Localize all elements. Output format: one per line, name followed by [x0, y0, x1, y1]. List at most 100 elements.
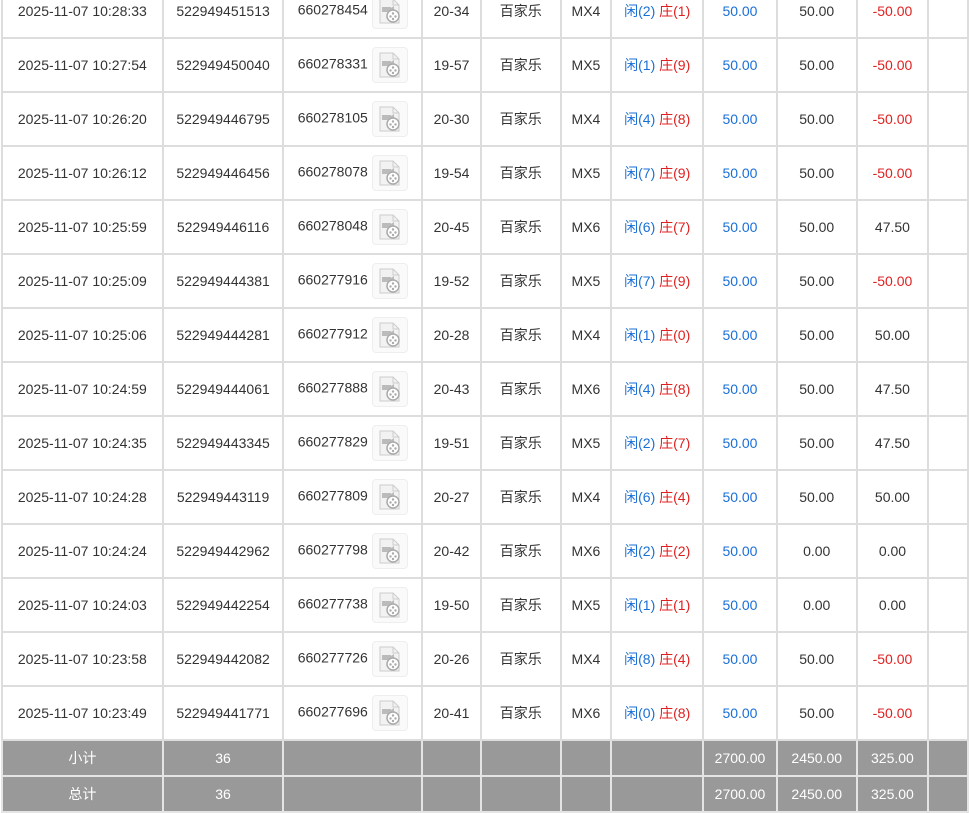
video-file-icon[interactable] — [371, 155, 408, 191]
bet-time: 2025-11-07 10:27:54 — [1, 37, 164, 93]
empty-cell — [421, 739, 482, 777]
table-row: 2025-11-07 10:24:28 522949443119 6602778… — [1, 469, 969, 525]
banker-result: 庄(1) — [659, 3, 691, 19]
summary-bet: 2700.00 — [702, 775, 778, 813]
bet-amount[interactable]: 50.00 — [702, 577, 778, 633]
valid-bet: 50.00 — [775, 631, 858, 687]
win-loss: -50.00 — [855, 91, 930, 147]
valid-bet: 50.00 — [775, 253, 858, 309]
shoe-number: 20-30 — [421, 91, 482, 147]
video-file-icon[interactable] — [371, 695, 408, 731]
round-id: 660277696 — [297, 703, 368, 720]
bet-amount[interactable]: 50.00 — [702, 199, 778, 255]
table-name: MX4 — [559, 631, 613, 687]
video-file-icon[interactable] — [371, 317, 408, 353]
empty-cell — [282, 775, 424, 813]
extra-cell — [927, 415, 969, 471]
bet-amount[interactable]: 50.00 — [702, 361, 778, 417]
win-loss: 47.50 — [855, 415, 930, 471]
video-file-icon[interactable] — [371, 533, 408, 569]
extra-cell — [927, 37, 969, 93]
video-file-icon[interactable] — [371, 371, 408, 407]
valid-bet: 0.00 — [775, 577, 858, 633]
bet-amount[interactable]: 50.00 — [702, 415, 778, 471]
round-id: 660278105 — [297, 109, 368, 126]
extra-cell — [927, 685, 969, 741]
bet-amount[interactable]: 50.00 — [702, 145, 778, 201]
bet-amount[interactable]: 50.00 — [702, 37, 778, 93]
video-file-icon[interactable] — [371, 263, 408, 299]
video-file-icon[interactable] — [371, 209, 408, 245]
bet-id: 522949443345 — [161, 415, 285, 471]
banker-result: 庄(4) — [659, 489, 691, 505]
game-type: 百家乐 — [479, 307, 562, 363]
banker-result: 庄(8) — [659, 705, 691, 721]
round-cell: 660278105 — [282, 91, 424, 147]
extra-cell — [927, 523, 969, 579]
video-file-icon[interactable] — [371, 587, 408, 623]
round-cell: 660277798 — [282, 523, 424, 579]
bet-id: 522949442254 — [161, 577, 285, 633]
extra-cell — [927, 0, 969, 39]
banker-result: 庄(7) — [659, 219, 691, 235]
table-row: 2025-11-07 10:26:20 522949446795 6602781… — [1, 91, 969, 147]
valid-bet: 50.00 — [775, 37, 858, 93]
bet-time: 2025-11-07 10:25:09 — [1, 253, 164, 309]
result-cell: 闲(7) 庄(9) — [610, 253, 705, 309]
bet-amount[interactable]: 50.00 — [702, 469, 778, 525]
bet-time: 2025-11-07 10:23:49 — [1, 685, 164, 741]
empty-cell — [559, 775, 613, 813]
result-cell: 闲(6) 庄(7) — [610, 199, 705, 255]
bet-amount[interactable]: 50.00 — [702, 685, 778, 741]
bet-amount[interactable]: 50.00 — [702, 253, 778, 309]
round-id: 660278078 — [297, 163, 368, 180]
empty-cell — [479, 739, 562, 777]
empty-cell — [927, 739, 969, 777]
win-loss: 0.00 — [855, 577, 930, 633]
result-cell: 闲(7) 庄(9) — [610, 145, 705, 201]
shoe-number: 19-51 — [421, 415, 482, 471]
extra-cell — [927, 307, 969, 363]
round-id: 660277798 — [297, 541, 368, 558]
video-file-icon[interactable] — [371, 479, 408, 515]
table-name: MX5 — [559, 37, 613, 93]
bet-id: 522949451513 — [161, 0, 285, 39]
result-cell: 闲(4) 庄(8) — [610, 361, 705, 417]
bet-time: 2025-11-07 10:28:33 — [1, 0, 164, 39]
extra-cell — [927, 577, 969, 633]
video-file-icon[interactable] — [371, 425, 408, 461]
player-result: 闲(2) — [624, 435, 656, 451]
bet-id: 522949442082 — [161, 631, 285, 687]
banker-result: 庄(1) — [659, 597, 691, 613]
bet-amount[interactable]: 50.00 — [702, 631, 778, 687]
video-file-icon[interactable] — [371, 47, 408, 83]
video-file-icon[interactable] — [371, 641, 408, 677]
table-row: 2025-11-07 10:24:03 522949442254 6602777… — [1, 577, 969, 633]
summary-count: 36 — [161, 775, 285, 813]
table-row: 2025-11-07 10:23:58 522949442082 6602777… — [1, 631, 969, 687]
bet-amount[interactable]: 50.00 — [702, 0, 778, 39]
round-cell: 660277809 — [282, 469, 424, 525]
bet-id: 522949446116 — [161, 199, 285, 255]
round-cell: 660278454 — [282, 0, 424, 39]
round-id: 660277809 — [297, 487, 368, 504]
game-type: 百家乐 — [479, 199, 562, 255]
table-row: 2025-11-07 10:23:49 522949441771 6602776… — [1, 685, 969, 741]
bet-amount[interactable]: 50.00 — [702, 91, 778, 147]
bet-amount[interactable]: 50.00 — [702, 307, 778, 363]
player-result: 闲(2) — [624, 3, 656, 19]
bet-amount[interactable]: 50.00 — [702, 523, 778, 579]
bet-id: 522949450040 — [161, 37, 285, 93]
valid-bet: 0.00 — [775, 523, 858, 579]
video-file-icon[interactable] — [371, 101, 408, 137]
bet-id: 522949444061 — [161, 361, 285, 417]
table-name: MX5 — [559, 577, 613, 633]
round-cell: 660278331 — [282, 37, 424, 93]
win-loss: 47.50 — [855, 199, 930, 255]
player-result: 闲(6) — [624, 489, 656, 505]
video-file-icon[interactable] — [371, 0, 408, 29]
valid-bet: 50.00 — [775, 307, 858, 363]
player-result: 闲(1) — [624, 327, 656, 343]
